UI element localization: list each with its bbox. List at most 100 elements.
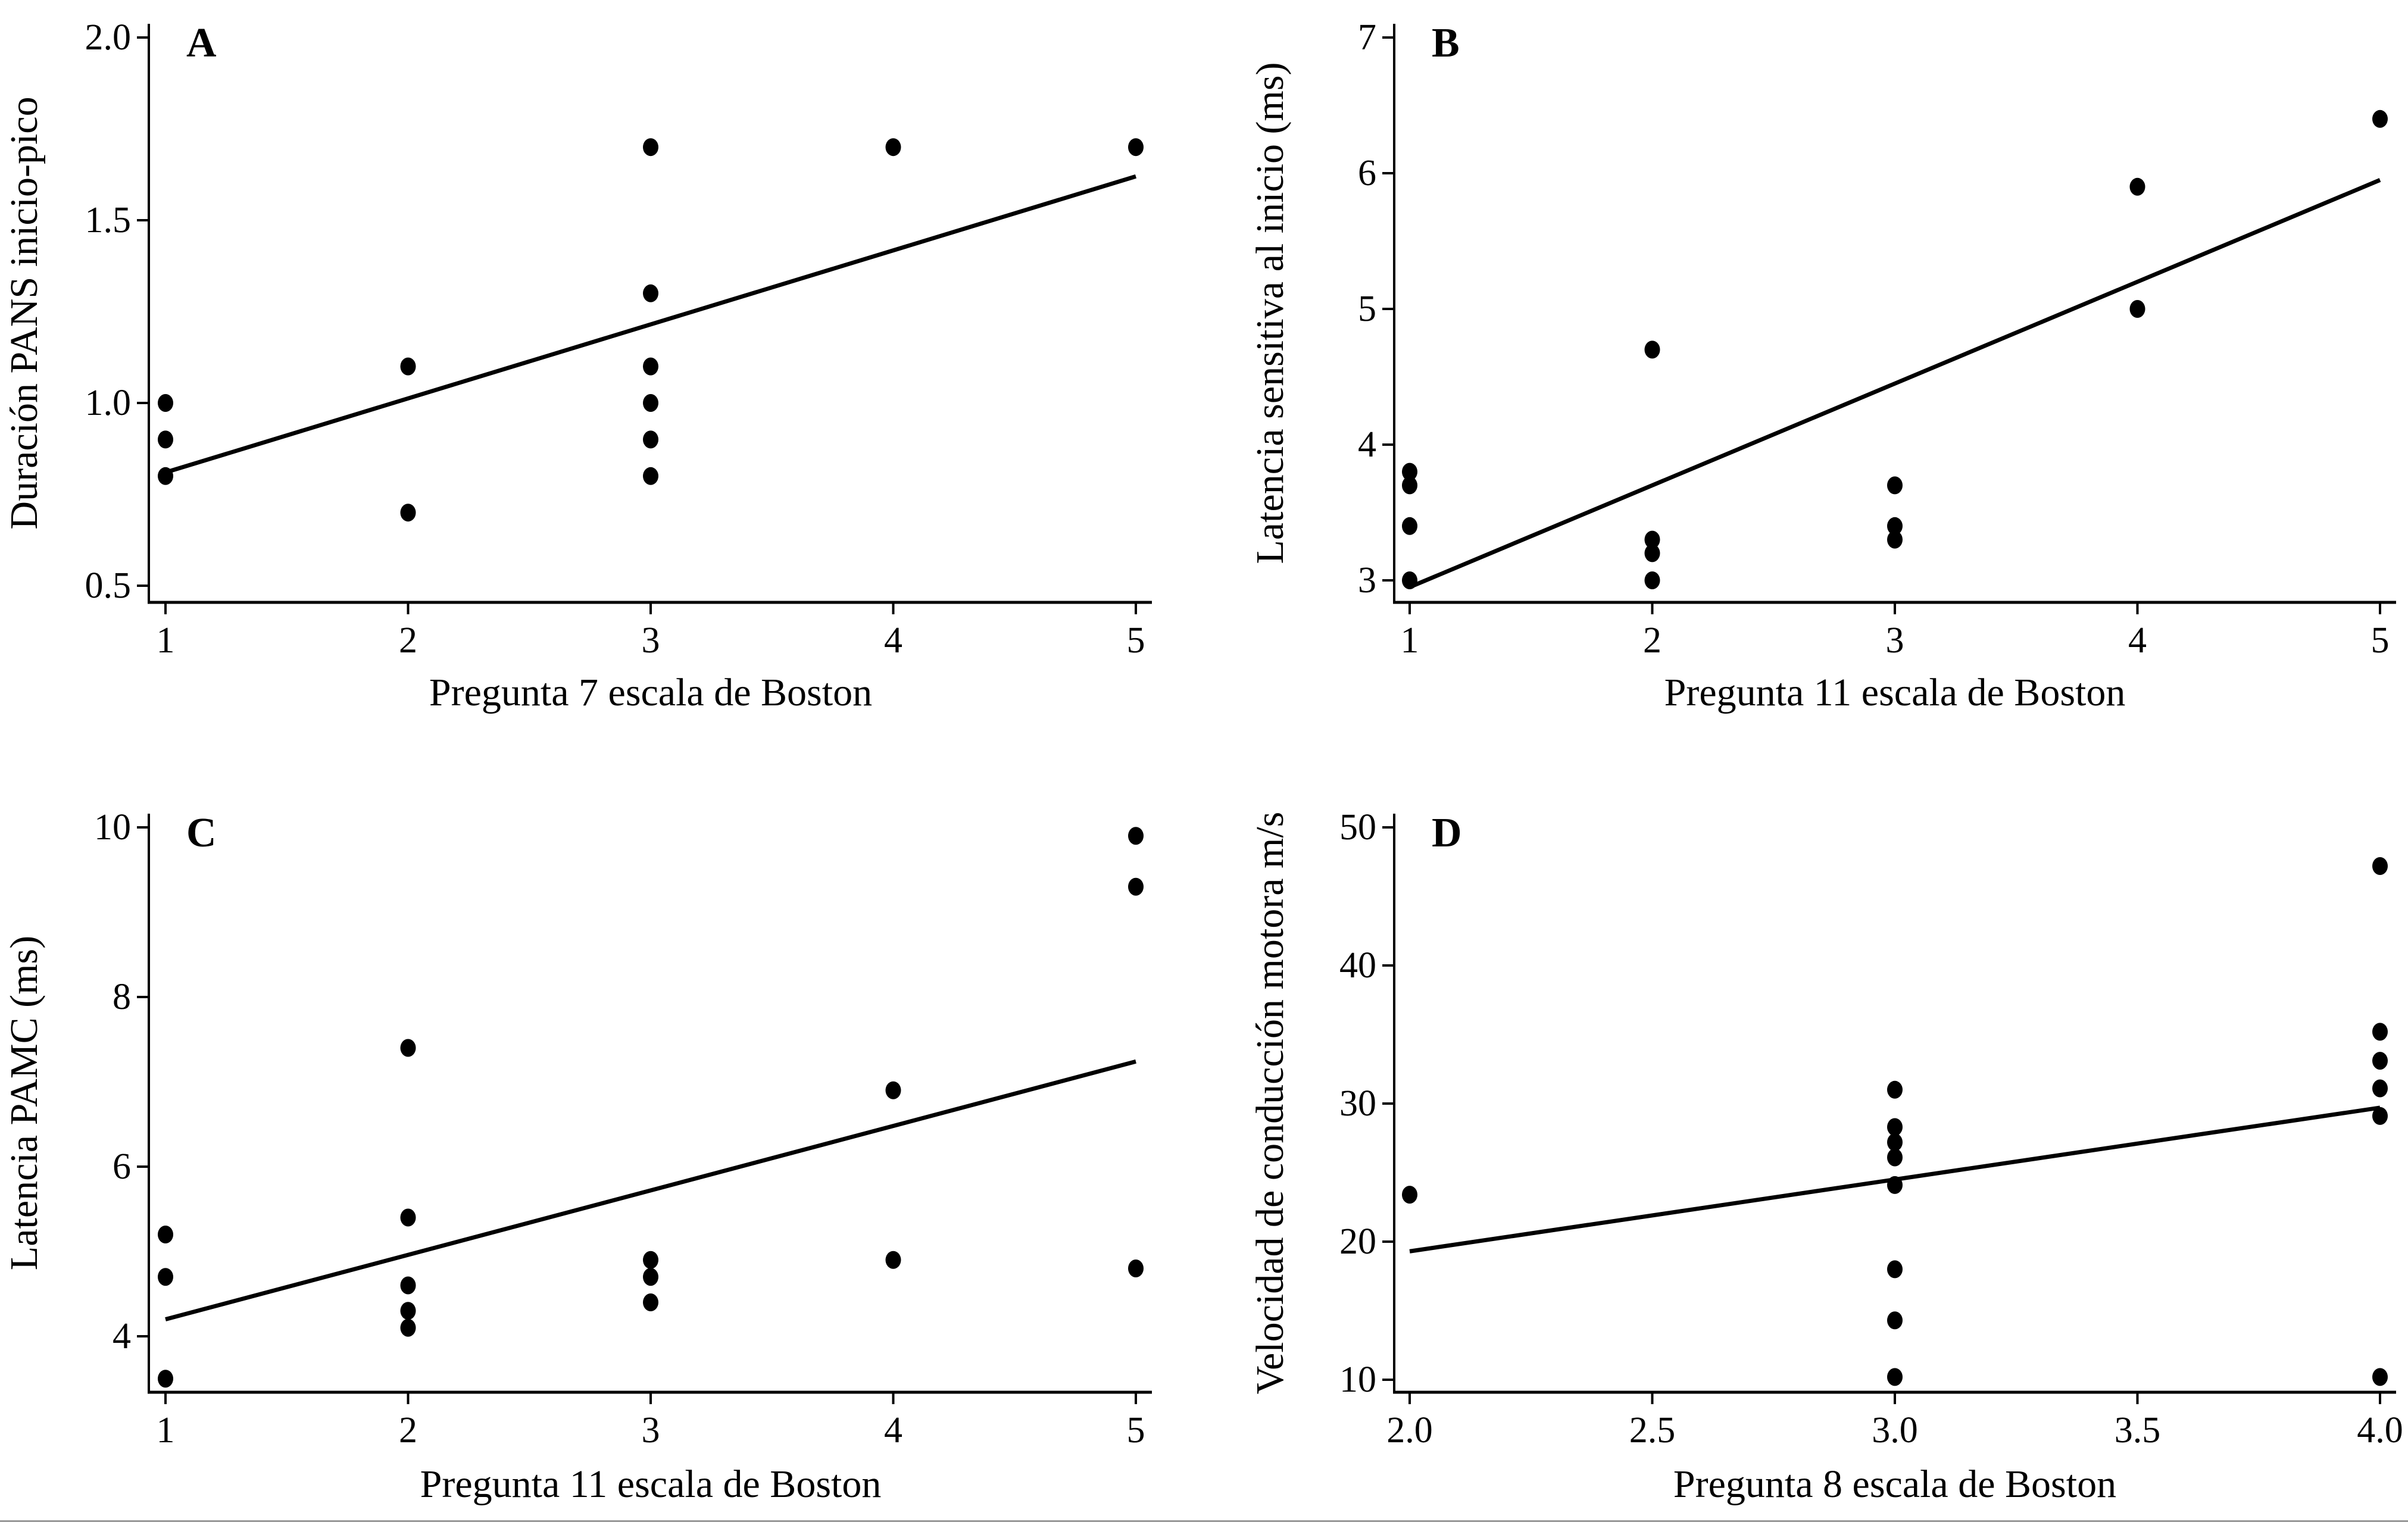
y-tick-label: 2.0 [85,17,132,58]
data-point [1887,517,1903,535]
x-tick-label: 2 [1643,620,1661,661]
regression-line [164,174,1137,475]
data-point [158,467,173,485]
x-tick-label: 4 [884,1410,902,1451]
data-point [2372,1079,2388,1098]
y-tick-label: 6 [1358,153,1376,193]
panel-a: 0.5 1.0 1.5 2.0 1 2 3 4 5 Pregunta 7 escala de Bo… [2,17,1152,714]
data-point [1887,530,1903,549]
x-tick-label: 4 [2128,620,2147,661]
data-point [400,1302,416,1320]
data-point [885,1251,901,1269]
y-tick-label: 10 [94,807,131,848]
data-point [1887,1311,1903,1330]
x-tick-label: 1 [157,1410,175,1451]
data-point [400,1039,416,1057]
data-point [2372,1023,2388,1041]
data-point [2372,857,2388,875]
y-tick-label: 6 [113,1146,131,1187]
data-point [1402,517,1417,535]
y-tick-label: 7 [1358,17,1376,58]
y-tick-label: 4 [1358,424,1376,465]
data-point [1402,462,1417,481]
data-point [1402,476,1417,495]
data-point [1128,877,1144,896]
data-point [400,1276,416,1295]
data-point [2372,110,2388,128]
bottom-border [0,1520,2408,1522]
y-axis-title: Latencia sensitiva al inicio (ms) [1248,62,1292,564]
data-point [1128,1260,1144,1277]
data-point [1644,544,1660,562]
data-point [1128,827,1144,845]
x-tick-label: 2.5 [1629,1410,1676,1451]
panel-label: D [1432,810,1462,856]
x-tick-label: 2.0 [1386,1410,1433,1451]
x-tick-label: 5 [2371,620,2390,661]
data-point [400,504,416,522]
panel-d: 10 20 30 40 50 2.0 2.5 3.0 3.5 4.0 Pregunta 8 esca… [1248,807,2403,1506]
x-tick-label: 5 [1127,620,1145,661]
x-tick-label: 4.0 [2357,1410,2403,1451]
y-tick-label: 30 [1339,1083,1376,1124]
data-point [158,1370,173,1388]
data-point [1887,1176,1903,1194]
data-point [1644,571,1660,589]
data-point [158,394,173,412]
x-tick-label: 3 [642,1410,660,1451]
panel-b: 3 4 5 6 7 1 2 3 4 5 Pregunta 11 escala de Boston La… [1248,17,2396,714]
panel-label: B [1432,20,1460,66]
x-tick-label: 3 [642,620,660,661]
x-tick-label: 1 [157,620,175,661]
data-point [1887,1260,1903,1279]
data-point [158,1226,173,1243]
y-tick-label: 10 [1339,1360,1376,1400]
x-axis-title: Pregunta 8 escala de Boston [1673,1462,2116,1506]
data-point [643,284,658,302]
data-point [643,1293,658,1311]
panel-label: A [186,20,217,66]
y-tick-label: 1.0 [85,383,132,423]
data-point [1402,571,1417,589]
data-point [1887,1118,1903,1136]
data-point [1402,1186,1417,1204]
data-point [1887,1080,1903,1099]
data-point [400,1208,416,1227]
panel-label: C [186,810,217,856]
data-point [2372,1368,2388,1386]
data-point [2372,1052,2388,1070]
x-tick-label: 3.5 [2115,1410,2161,1451]
y-tick-label: 50 [1339,807,1376,848]
x-tick-label: 2 [399,1410,417,1451]
data-point [2372,1107,2388,1125]
y-axis-title: Velocidad de conducción motora m/s [1248,812,1292,1395]
data-point [643,1268,658,1286]
y-tick-label: 1.5 [85,200,132,240]
data-point [643,467,658,485]
data-point [1644,340,1660,359]
data-point [2129,300,2145,318]
data-point [158,1268,173,1286]
data-point [643,1251,658,1269]
data-point [643,394,658,412]
y-tick-label: 3 [1358,560,1376,601]
data-point [643,430,658,449]
data-point [1887,1133,1903,1151]
data-point [400,357,416,376]
y-tick-label: 0.5 [85,565,132,606]
data-point [1887,1368,1903,1386]
y-tick-label: 4 [113,1316,131,1357]
data-point [643,357,658,376]
data-point [400,1318,416,1337]
regression-line [165,1059,1136,1321]
x-tick-label: 4 [884,620,902,661]
y-tick-label: 40 [1339,945,1376,986]
x-tick-label: 5 [1127,1410,1145,1451]
x-axis-title: Pregunta 7 escala de Boston [429,671,872,714]
data-point [885,138,901,157]
x-tick-label: 2 [399,620,417,661]
x-axis-title: Pregunta 11 escala de Boston [1664,671,2126,714]
data-point [1887,1148,1903,1167]
